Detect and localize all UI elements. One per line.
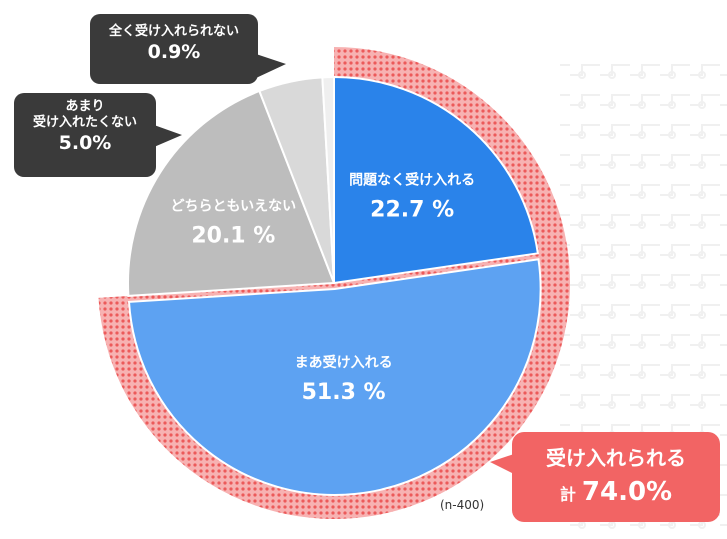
callout-not-really-value: 5.0%: [58, 132, 112, 154]
callout-not-at-all-label: 全く受け入れられない: [108, 24, 239, 39]
pie-slice-neutral: [127, 89, 336, 297]
slice-value-neutral: 20.1 %: [191, 224, 275, 249]
pie-slice-mostly: [127, 258, 542, 496]
total-accepting-box: 受け入れられる 計 74.0%: [490, 432, 720, 522]
callout-not-at-all: 全く受け入れられない 0.9%: [90, 14, 286, 84]
total-value: 74.0%: [581, 477, 673, 507]
slice-label-problem-free: 問題なく受け入れる: [349, 172, 475, 189]
slice-value-mostly: 51.3 %: [302, 380, 386, 405]
slice-label-neutral: どちらともいえない: [170, 199, 296, 215]
sample-size-note: (n-400): [440, 498, 485, 512]
pie-slice-problem-free: [333, 75, 539, 285]
slice-label-mostly: まあ受け入れる: [295, 354, 393, 371]
callout-not-at-all-value: 0.9%: [147, 41, 201, 63]
pie-slices: [127, 75, 542, 496]
pie-slice-not-at-all: [321, 75, 335, 284]
callout-not-really-label-line1: あまり: [65, 99, 105, 114]
total-line: 計 74.0%: [512, 474, 720, 513]
slice-labels: 問題なく受け入れる 22.7 % まあ受け入れる 51.3 % どちらともいえない 20.…: [170, 172, 475, 406]
total-label: 受け入れられる: [546, 446, 686, 470]
callout-not-really: あまり 受け入れたくない 5.0%: [14, 93, 182, 177]
total-prefix: 計: [559, 485, 576, 504]
slice-value-problem-free: 22.7 %: [370, 198, 454, 223]
callout-not-really-label-line2: 受け入れたくない: [32, 115, 137, 130]
